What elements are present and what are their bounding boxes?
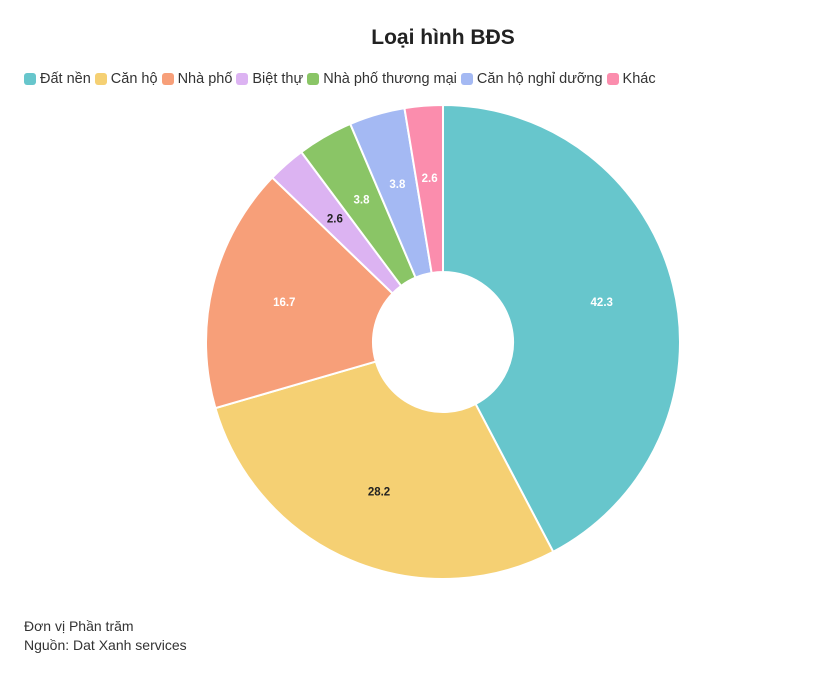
legend-item-dat-nen[interactable]: Đất nền: [24, 71, 91, 87]
slice-can-ho[interactable]: [214, 360, 555, 581]
legend-swatch: [236, 73, 249, 85]
legend-item-nha-pho[interactable]: Nhà phố: [161, 71, 233, 87]
legend-label: Căn hộ: [110, 71, 158, 87]
data-label-nha-pho-thuong-mai: 3.8: [354, 194, 371, 206]
legend-label: Căn hộ nghỉ dưỡng: [476, 71, 603, 87]
legend-label: Nhà phố thương mại: [323, 71, 457, 87]
slice-nha-pho[interactable]: [205, 176, 394, 410]
legend-swatch: [606, 73, 619, 85]
data-label-dat-nen: 42.3: [591, 297, 613, 309]
chart-legend: Đất nền Căn hộ Nhà phố Biệt thự Nhà phố thươ…: [24, 71, 660, 87]
data-label-biet-thu: 2.6: [327, 213, 343, 225]
chart-footer: Đơn vị Phần trăm Nguồn: Dat Xanh service…: [24, 617, 187, 655]
data-label-nha-pho: 16.7: [273, 297, 295, 309]
data-label-khac: 2.6: [422, 173, 438, 185]
slice-khac[interactable]: [403, 103, 444, 275]
legend-label: Đất nền: [40, 71, 91, 87]
legend-label: Khác: [622, 71, 656, 87]
legend-item-nha-pho-thuong-mai[interactable]: Nhà phố thương mại: [307, 71, 457, 87]
legend-swatch: [307, 73, 320, 85]
legend-item-khac[interactable]: Khác: [606, 71, 656, 87]
legend-label: Nhà phố: [177, 71, 233, 87]
chart-title: Loại hình BĐS: [371, 26, 515, 49]
unit-note: Đơn vị Phần trăm: [24, 618, 134, 634]
legend-item-can-ho[interactable]: Căn hộ: [94, 71, 158, 87]
legend-item-biet-thu[interactable]: Biệt thự: [236, 71, 303, 87]
source-note: Nguồn: Dat Xanh services: [24, 637, 187, 653]
data-label-can-ho: 28.2: [368, 486, 390, 498]
legend-swatch: [24, 73, 36, 85]
legend-swatch: [161, 73, 174, 85]
legend-swatch: [460, 73, 473, 85]
legend-swatch: [94, 73, 107, 85]
legend-label: Biệt thự: [252, 71, 304, 87]
legend-item-can-ho-nghi-duong[interactable]: Căn hộ nghỉ dưỡng: [460, 71, 603, 87]
data-label-can-ho-nghi-duong: 3.8: [389, 179, 406, 191]
slice-dat-nen[interactable]: [442, 103, 681, 554]
